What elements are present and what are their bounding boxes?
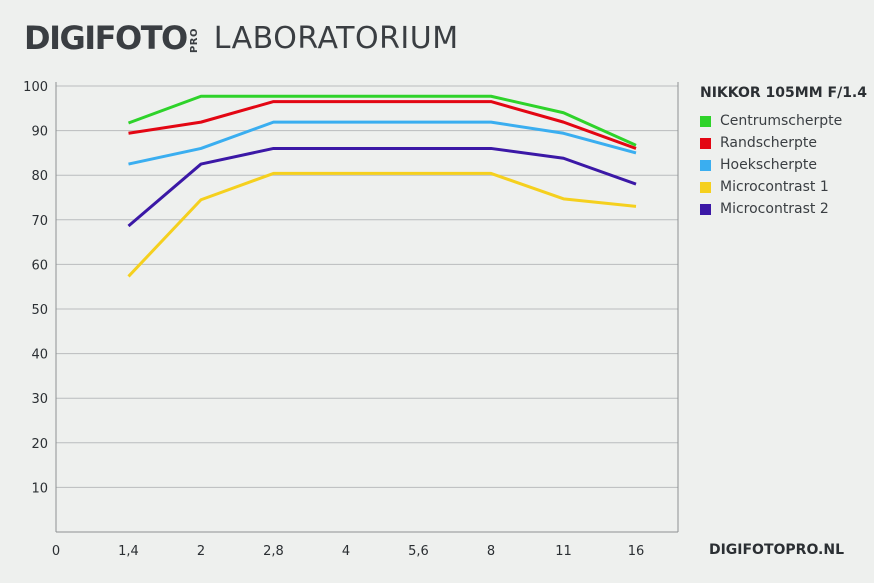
legend-swatch <box>700 203 711 215</box>
y-tick-label: 40 <box>31 348 48 363</box>
legend-item: Hoekscherpte <box>700 154 870 176</box>
x-tick-label: 11 <box>555 544 572 559</box>
legend-label: Microcontrast 2 <box>720 201 829 217</box>
series-line-1 <box>127 94 637 147</box>
x-tick-label: 0 <box>52 544 60 559</box>
legend-item: Centrumscherpte <box>700 110 870 132</box>
y-tick-label: 70 <box>31 214 48 229</box>
series-lines <box>127 94 637 278</box>
legend-swatch <box>700 115 711 127</box>
y-tick-label: 80 <box>31 169 48 184</box>
legend-label: Hoekscherpte <box>720 157 818 173</box>
legend-item: Randscherpte <box>700 132 870 154</box>
page-subtitle: LABORATORIUM <box>213 20 459 56</box>
chart-title: NIKKOR 105MM F/1.4 <box>700 85 867 101</box>
series-line-3 <box>128 120 637 166</box>
y-tick-label: 60 <box>31 258 48 273</box>
legend: NIKKOR 105MM F/1.4 Centrumscherpte Randsc… <box>700 84 870 220</box>
header: DIGIFOTO PRO LABORATORIUM <box>24 18 459 58</box>
axes <box>55 82 679 533</box>
x-tick-label: 2,8 <box>263 544 284 559</box>
tick-labels: 10 20 30 40 50 60 70 80 90 100 0 1,4 2 2,8 4 5,6 8 11 16 <box>23 80 644 559</box>
legend-swatch <box>700 159 711 171</box>
y-tick-label: 20 <box>31 437 48 452</box>
x-tick-label: 4 <box>342 544 350 559</box>
series-line-4 <box>127 171 637 278</box>
legend-item: Microcontrast 1 <box>700 176 870 198</box>
y-tick-label: 10 <box>31 481 48 496</box>
y-tick-label: 90 <box>31 125 48 140</box>
y-tick-label: 100 <box>23 80 48 95</box>
legend-items: Centrumscherpte Randscherpte Hoekscherpte M… <box>700 110 870 220</box>
brand-logo: DIGIFOTO <box>24 19 188 57</box>
x-tick-label: 2 <box>197 544 205 559</box>
legend-label: Randscherpte <box>720 135 817 151</box>
y-tick-label: 30 <box>31 392 48 407</box>
legend-item: Microcontrast 2 <box>700 198 870 220</box>
x-tick-label: 16 <box>628 544 645 559</box>
series-line-2 <box>128 100 637 150</box>
x-tick-label: 1,4 <box>118 544 139 559</box>
legend-swatch <box>700 181 711 193</box>
x-tick-label: 8 <box>487 544 495 559</box>
x-tick-label: 5,6 <box>408 544 429 559</box>
legend-label: Centrumscherpte <box>720 113 843 129</box>
legend-label: Microcontrast 1 <box>720 179 829 195</box>
y-tick-label: 50 <box>31 303 48 318</box>
footer-site: DIGIFOTOPRO.NL <box>708 542 844 558</box>
legend-swatch <box>700 137 711 149</box>
series-line-5 <box>127 146 637 228</box>
grid-lines <box>56 85 678 488</box>
